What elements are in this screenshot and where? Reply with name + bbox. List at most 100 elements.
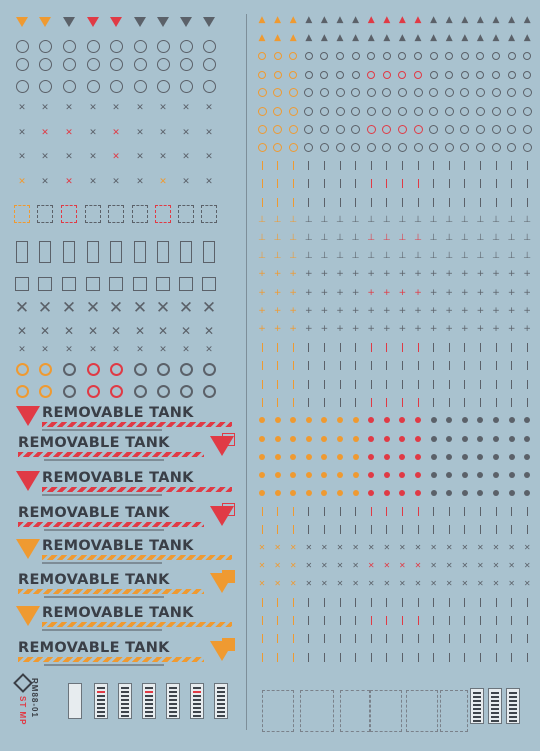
target-circle-icon xyxy=(492,70,500,79)
tee-mark-icon: ⊥ xyxy=(429,214,438,225)
target-circle-icon xyxy=(257,106,267,116)
caution-dot-icon xyxy=(290,435,297,442)
decal-symbol xyxy=(107,55,125,73)
marking-symbol xyxy=(474,469,486,481)
decal-symbol: ✕ xyxy=(60,124,78,142)
cross-mark-icon: ✕ xyxy=(157,324,169,338)
barcode-line xyxy=(217,703,225,705)
warning-triangle-icon: ▲ xyxy=(367,14,375,25)
marking-symbol xyxy=(287,615,299,627)
marking-symbol xyxy=(443,596,455,608)
caution-marker-icon: ✕ xyxy=(112,151,120,162)
marking-line xyxy=(261,179,263,189)
marking-symbol: ⊥ xyxy=(428,232,440,244)
caution-marker-icon: ✕ xyxy=(136,127,144,138)
marking-symbol: ✕ xyxy=(521,560,533,572)
marking-symbol xyxy=(459,615,471,627)
warning-triangle-icon: ▲ xyxy=(336,32,344,43)
barcode-line xyxy=(491,716,499,718)
decal-symbol: ✕ xyxy=(107,124,125,142)
target-circle-icon xyxy=(38,57,52,71)
marking-line xyxy=(448,525,450,535)
barcode-line xyxy=(121,699,129,701)
decal-symbol: ✕ xyxy=(36,99,54,117)
target-circle-icon xyxy=(507,70,516,79)
marking-symbol xyxy=(381,524,393,536)
removable-tank-title: REMOVABLE TANK xyxy=(42,605,194,621)
marking-symbol xyxy=(334,433,346,445)
marking-symbol xyxy=(521,414,533,426)
marking-symbol xyxy=(459,178,471,190)
marking-symbol xyxy=(443,105,455,117)
plus-mark-icon: + xyxy=(305,269,313,280)
target-circle-icon xyxy=(202,384,216,398)
plus-mark-icon: + xyxy=(336,269,344,280)
marking-symbol: ▲ xyxy=(490,32,502,44)
removable-tank-decal: REMOVABLE TANK xyxy=(14,638,236,670)
marking-line xyxy=(526,634,528,644)
warning-triangle-icon: ▲ xyxy=(523,14,531,25)
marking-line xyxy=(370,616,372,626)
marking-symbol: ▲ xyxy=(459,14,471,26)
marking-symbol: + xyxy=(490,305,502,317)
marking-symbol: ⊥ xyxy=(381,214,393,226)
marking-symbol xyxy=(506,87,518,99)
hazard-stripe xyxy=(18,589,204,594)
cross-mark-icon: ✕ xyxy=(414,542,422,552)
caution-dot-icon xyxy=(493,453,499,460)
caution-dot-icon xyxy=(321,472,328,478)
marking-symbol xyxy=(334,469,346,481)
marking-symbol xyxy=(365,414,377,426)
marking-symbol: ✕ xyxy=(490,542,502,554)
marking-symbol: + xyxy=(490,269,502,281)
target-circle-icon xyxy=(522,88,532,98)
marking-symbol xyxy=(474,50,486,62)
marking-symbol xyxy=(490,160,502,172)
decal-symbol xyxy=(36,77,54,95)
target-circle-icon xyxy=(179,57,193,71)
marking-symbol xyxy=(318,342,330,354)
marking-line xyxy=(511,379,513,389)
barcode-line xyxy=(193,715,201,717)
target-circle-icon xyxy=(460,142,470,152)
decal-symbol: ✕ xyxy=(107,148,125,166)
barcode-line xyxy=(145,715,153,717)
panel-frame-icon xyxy=(157,241,169,263)
marking-line xyxy=(479,379,481,389)
decal-symbol: ✕ xyxy=(60,148,78,166)
marking-symbol xyxy=(506,105,518,117)
marking-symbol xyxy=(334,505,346,517)
plus-mark-icon: + xyxy=(305,287,313,298)
warning-triangle-icon xyxy=(39,17,51,27)
marking-symbol xyxy=(428,487,440,499)
marking-symbol: ✕ xyxy=(443,560,455,572)
marking-symbol xyxy=(350,360,362,372)
marking-symbol xyxy=(396,160,408,172)
cross-mark-icon: ✕ xyxy=(383,579,391,589)
marking-symbol xyxy=(287,160,299,172)
caution-marker-icon: ✕ xyxy=(205,151,213,162)
marking-line xyxy=(495,197,497,207)
decal-symbol xyxy=(131,13,149,31)
marking-symbol xyxy=(474,596,486,608)
plus-mark-icon: + xyxy=(461,305,469,316)
marking-symbol xyxy=(365,105,377,117)
marking-line xyxy=(339,379,341,389)
marking-line xyxy=(339,161,341,171)
target-circle-icon xyxy=(397,124,407,134)
marking-line xyxy=(308,597,310,607)
marking-symbol xyxy=(318,651,330,663)
marking-symbol xyxy=(474,633,486,645)
marking-symbol xyxy=(506,505,518,517)
tee-mark-icon: ⊥ xyxy=(304,232,313,243)
decal-symbol xyxy=(107,360,125,378)
cross-mark-icon: ✕ xyxy=(414,579,422,589)
cross-mark-icon: ✕ xyxy=(41,344,49,355)
marking-line xyxy=(464,525,466,535)
plus-mark-icon: + xyxy=(336,287,344,298)
target-circle-icon xyxy=(475,124,485,134)
decal-symbol: ✕ xyxy=(36,299,54,317)
marking-symbol xyxy=(303,596,315,608)
plus-mark-icon: + xyxy=(351,287,360,298)
decal-symbol: ✕ xyxy=(107,299,125,317)
